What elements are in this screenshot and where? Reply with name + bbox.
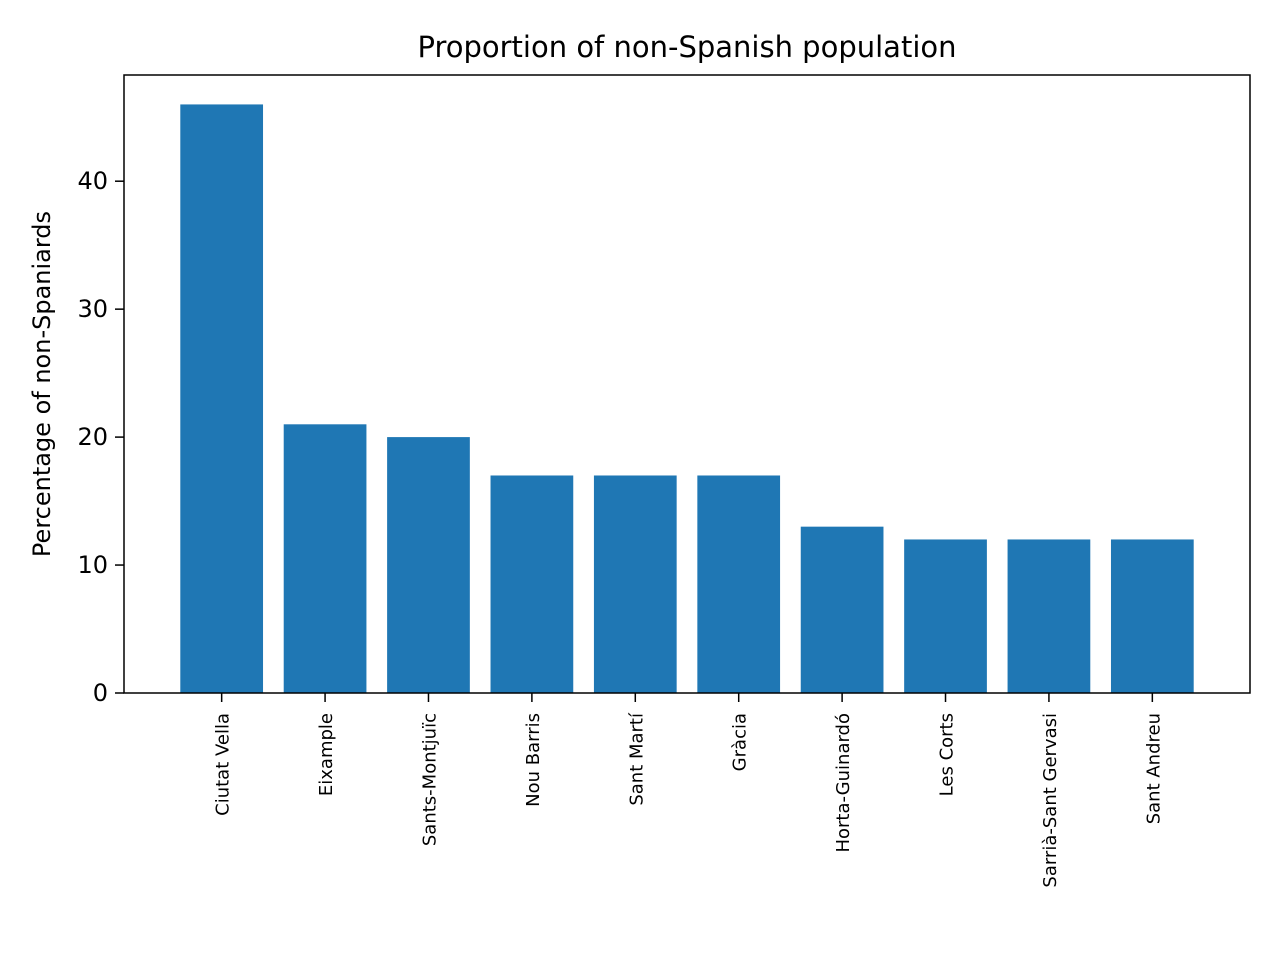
y-tick-label: 20 (77, 423, 108, 451)
x-axis: Ciutat Vella Eixample Sants-Montjuïc Nou Ba… (213, 693, 1164, 888)
x-tick-label: Sant Martí (626, 712, 647, 806)
y-tick-label: 30 (77, 295, 108, 323)
y-tick-label: 10 (77, 551, 108, 579)
x-tick-label: Eixample (316, 713, 337, 796)
y-tick-label: 0 (93, 679, 108, 707)
bar (387, 437, 470, 693)
y-tick-label: 40 (77, 167, 108, 195)
x-tick-label: Sants-Montjuïc (419, 713, 440, 846)
x-tick-label: Horta-Guinardó (833, 713, 854, 853)
plot-frame (123, 74, 1251, 694)
chart-title: Proportion of non-Spanish population (417, 30, 956, 64)
bar (1110, 539, 1194, 693)
bar (1007, 539, 1091, 693)
bar (697, 475, 781, 693)
y-axis-label: Percentage of non-Spaniards (28, 211, 56, 557)
bar (904, 539, 987, 693)
y-axis: 0 10 20 30 40 (77, 167, 124, 707)
x-tick-label: Nou Barris (523, 713, 544, 807)
bar (283, 424, 367, 693)
bar (180, 104, 264, 693)
bars (180, 104, 1194, 693)
x-tick-label: Gràcia (730, 713, 751, 771)
x-tick-label: Les Corts (937, 713, 958, 796)
bar (490, 475, 574, 693)
bar (593, 475, 677, 693)
x-tick-label: Sarrià-Sant Gervasi (1040, 713, 1061, 888)
x-tick-label: Sant Andreu (1143, 713, 1164, 824)
x-tick-label: Ciutat Vella (213, 713, 234, 816)
bar (800, 526, 884, 693)
